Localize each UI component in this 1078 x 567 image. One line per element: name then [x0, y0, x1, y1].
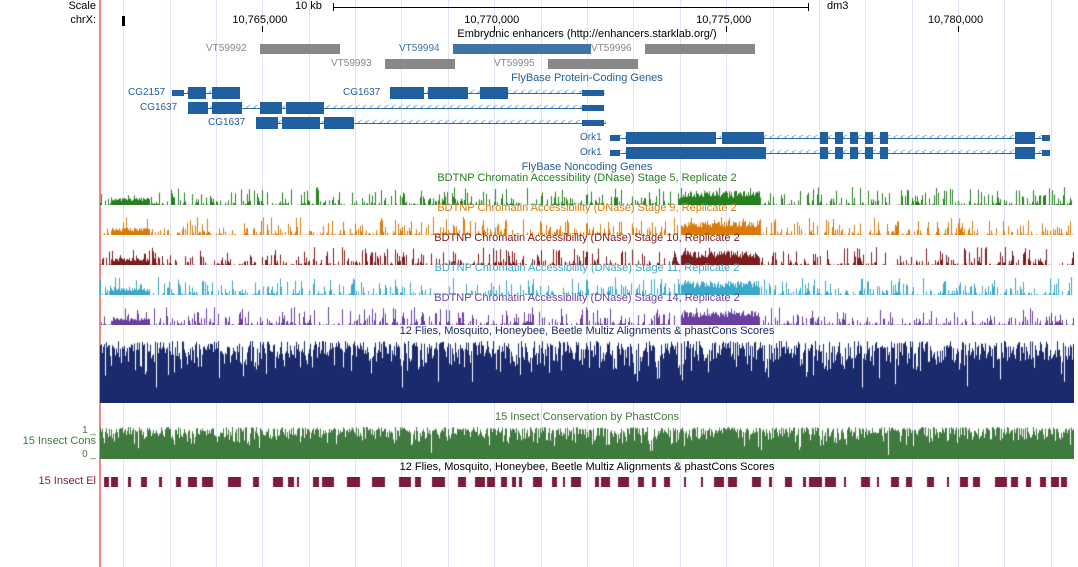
- chrom-start-mark: [122, 16, 125, 26]
- dnase-track-title: BDTNP Chromatin Accessibility (DNase) St…: [100, 232, 1074, 244]
- exon[interactable]: [582, 120, 604, 126]
- enhancer-feature[interactable]: [548, 59, 638, 69]
- exon[interactable]: [212, 102, 242, 114]
- gene-label[interactable]: CG1637: [343, 87, 380, 98]
- exon[interactable]: [820, 132, 828, 144]
- exon[interactable]: [610, 135, 620, 141]
- exon[interactable]: [835, 147, 843, 159]
- exon[interactable]: [260, 102, 282, 114]
- multiz-wig[interactable]: [100, 341, 1074, 403]
- exon[interactable]: [286, 102, 324, 114]
- exon[interactable]: [1042, 150, 1050, 156]
- enhancer-feature[interactable]: [385, 59, 455, 69]
- enhancer-label[interactable]: VT59994: [399, 43, 440, 54]
- exon[interactable]: [850, 132, 858, 144]
- enhancer-label[interactable]: VT59992: [206, 43, 247, 54]
- exon[interactable]: [626, 147, 766, 159]
- exon[interactable]: [172, 90, 184, 96]
- gene-span[interactable]: [188, 108, 604, 109]
- elements-label: 15 Insect El: [39, 475, 96, 487]
- exon[interactable]: [282, 117, 320, 129]
- track-title: Embryonic enhancers (http://enhancers.st…: [100, 28, 1074, 40]
- track-title: FlyBase Protein-Coding Genes: [100, 72, 1074, 84]
- exon[interactable]: [256, 117, 278, 129]
- scale-label: Scale: [68, 0, 96, 12]
- enhancer-feature[interactable]: [453, 44, 591, 54]
- scale-bar: [333, 3, 809, 11]
- exon[interactable]: [212, 87, 240, 99]
- ruler-tick-label: 10,780,000: [928, 14, 983, 26]
- exon[interactable]: [880, 132, 888, 144]
- dnase-track-title: BDTNP Chromatin Accessibility (DNase) St…: [100, 202, 1074, 214]
- enhancer-label[interactable]: VT59995: [494, 58, 535, 69]
- exon[interactable]: [188, 102, 208, 114]
- exon[interactable]: [428, 87, 468, 99]
- track-title: 15 Insect Conservation by PhastCons: [100, 411, 1074, 423]
- exon[interactable]: [480, 87, 508, 99]
- track-title: 12 Flies, Mosquito, Honeybee, Beetle Mul…: [100, 461, 1074, 473]
- phastcons-label: 15 Insect Cons: [23, 435, 96, 447]
- dnase-track-title: BDTNP Chromatin Accessibility (DNase) St…: [100, 292, 1074, 304]
- gene-label[interactable]: Ork1: [580, 132, 602, 143]
- ruler-tick-label: 10,765,000: [232, 14, 287, 26]
- enhancer-feature[interactable]: [260, 44, 340, 54]
- gene-label[interactable]: CG2157: [128, 87, 165, 98]
- exon[interactable]: [582, 105, 604, 111]
- track-title: 12 Flies, Mosquito, Honeybee, Beetle Mul…: [100, 325, 1074, 337]
- chrom-label: chrX:: [70, 14, 96, 26]
- scale-text: 10 kb: [295, 0, 322, 12]
- dnase-track-title: BDTNP Chromatin Accessibility (DNase) St…: [100, 262, 1074, 274]
- ruler-tick-label: 10,775,000: [696, 14, 751, 26]
- elements-track[interactable]: [100, 477, 1074, 487]
- exon[interactable]: [865, 147, 873, 159]
- ruler-tick-label: 10,770,000: [464, 14, 519, 26]
- exon[interactable]: [850, 147, 858, 159]
- exon[interactable]: [835, 132, 843, 144]
- exon[interactable]: [722, 132, 764, 144]
- exon[interactable]: [1042, 135, 1050, 141]
- exon[interactable]: [188, 87, 206, 99]
- assembly-label: dm3: [827, 0, 848, 12]
- genome-browser-panel: Scale 10 kb dm3 chrX: 10,765,000 10,770,000 10…: [0, 0, 1078, 567]
- enhancer-label[interactable]: VT59993: [331, 58, 372, 69]
- gene-label[interactable]: CG1637: [208, 117, 245, 128]
- exon[interactable]: [610, 150, 620, 156]
- exon[interactable]: [1015, 147, 1035, 159]
- phastcons-wig[interactable]: [100, 427, 1074, 459]
- gene-label[interactable]: CG1637: [140, 102, 177, 113]
- exon[interactable]: [880, 147, 888, 159]
- exon[interactable]: [820, 147, 828, 159]
- gene-label[interactable]: Ork1: [580, 147, 602, 158]
- exon[interactable]: [324, 117, 354, 129]
- exon[interactable]: [582, 90, 604, 96]
- exon[interactable]: [626, 132, 716, 144]
- exon[interactable]: [1015, 132, 1035, 144]
- dnase-track-title: BDTNP Chromatin Accessibility (DNase) St…: [100, 172, 1074, 184]
- exon[interactable]: [390, 87, 424, 99]
- enhancer-feature[interactable]: [645, 44, 755, 54]
- exon[interactable]: [865, 132, 873, 144]
- dnase-wig[interactable]: [100, 307, 1074, 325]
- enhancer-label[interactable]: VT59996: [591, 43, 632, 54]
